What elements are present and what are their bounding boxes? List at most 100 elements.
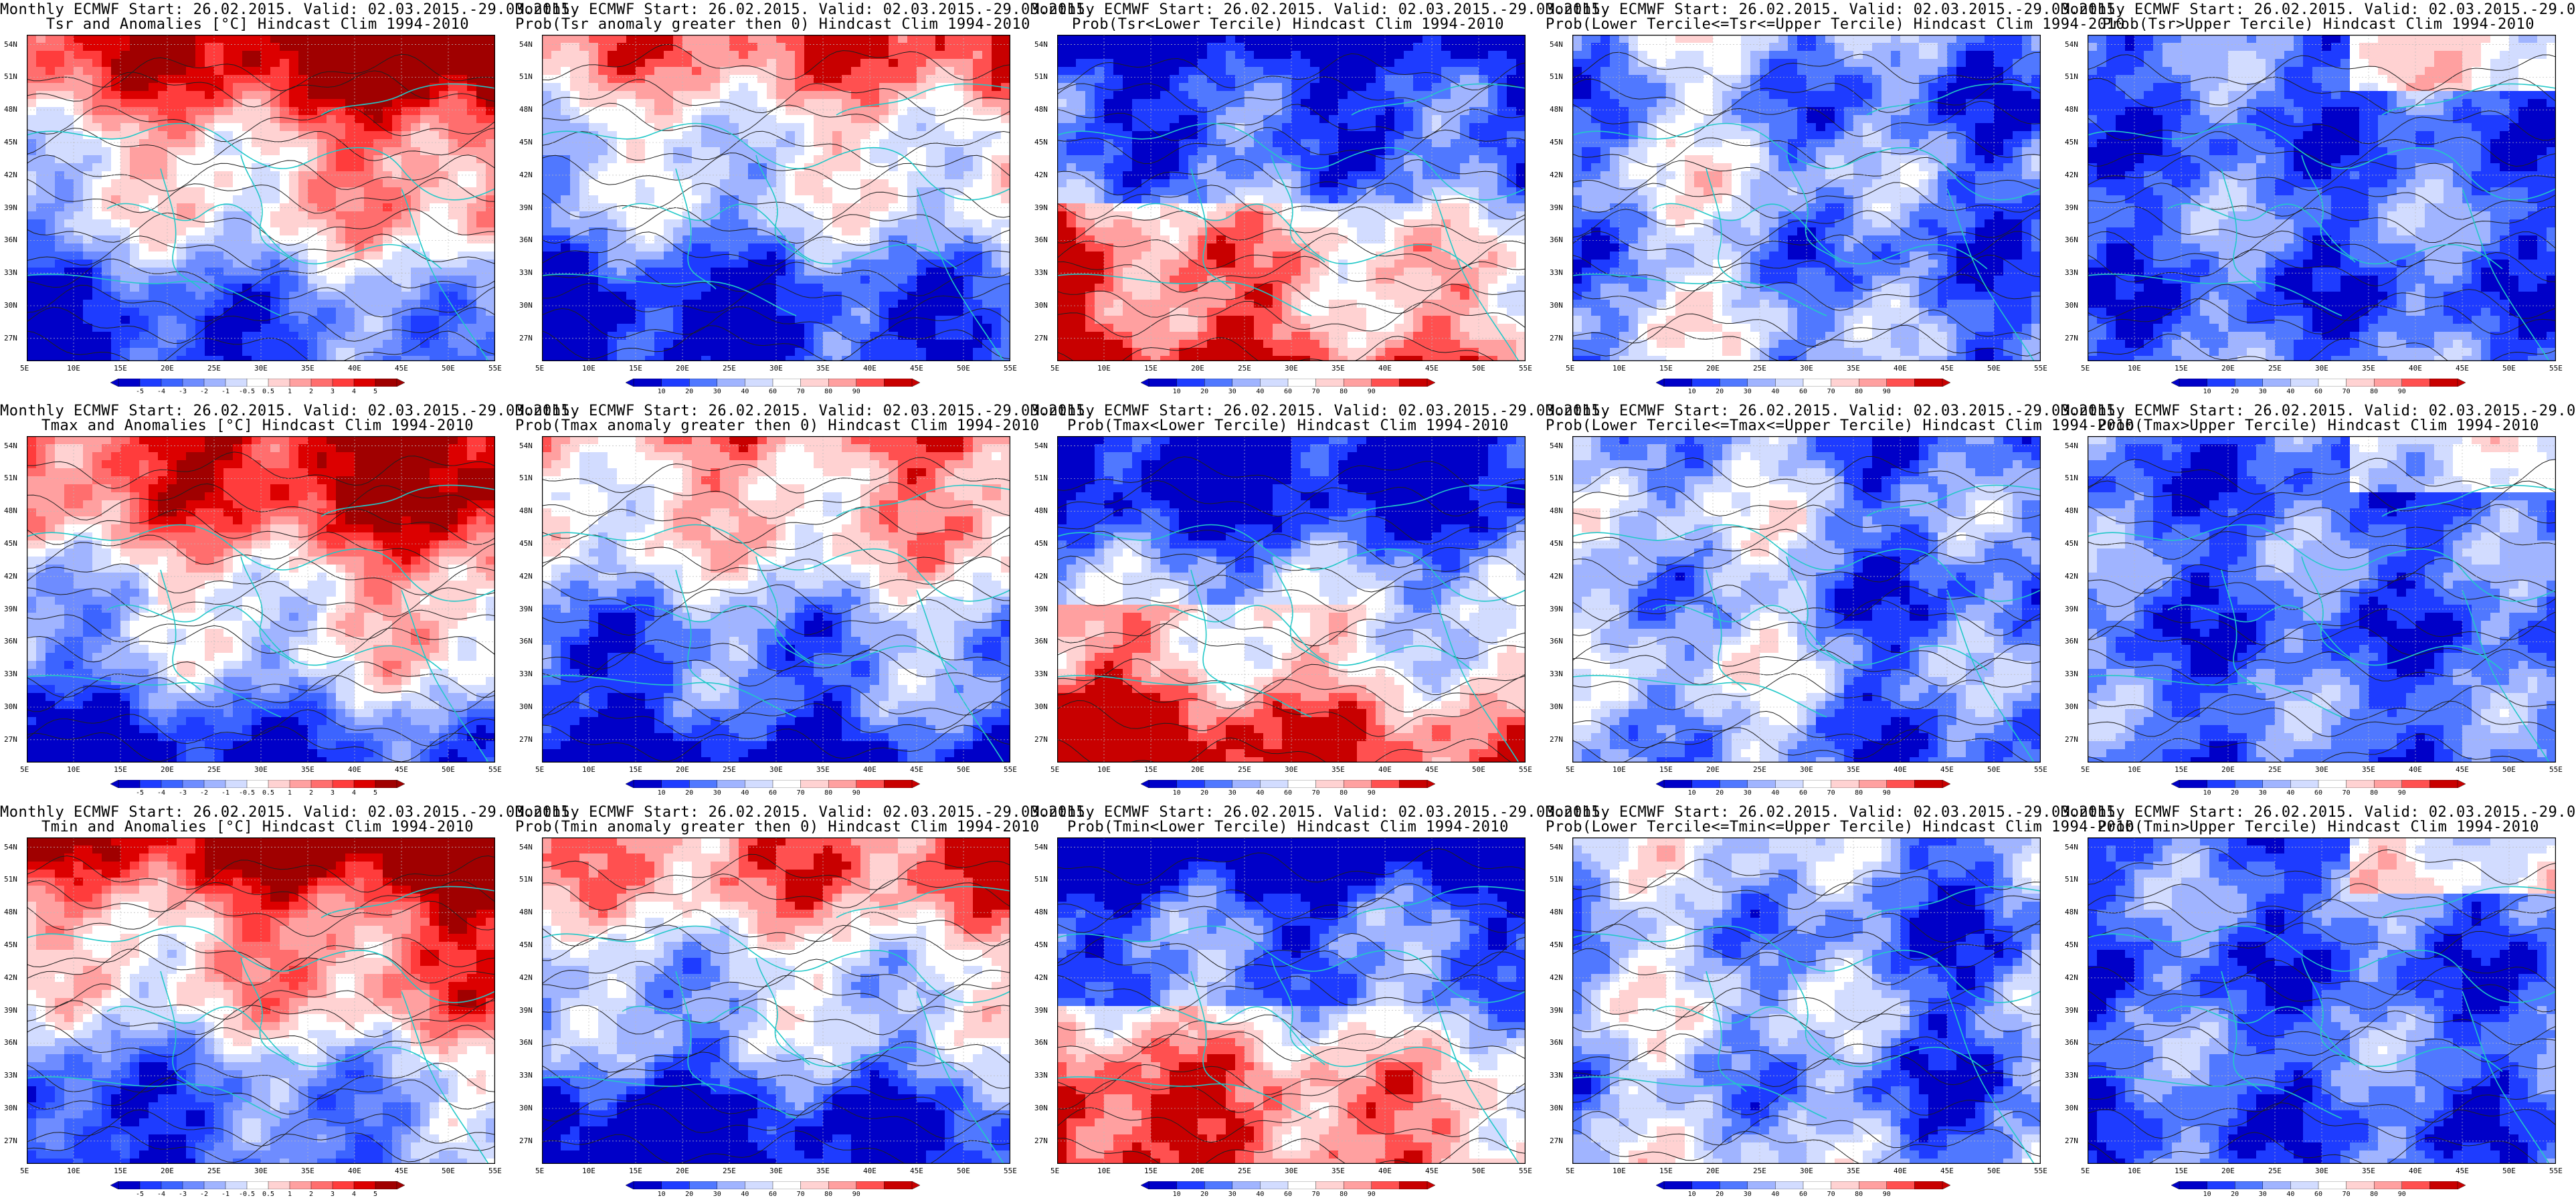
coastline <box>2088 83 2556 361</box>
lat-label: 27N <box>1550 334 1563 342</box>
lat-label: 30N <box>1034 1104 1048 1112</box>
colorbar-swatch <box>772 1181 802 1189</box>
colorbar-tick-label: 90 <box>2398 1191 2406 1198</box>
colorbar-swatch <box>688 379 718 387</box>
colorbar-tick-label: 20 <box>2231 388 2239 395</box>
lon-label: 20E <box>2221 765 2235 774</box>
lon-label: 25E <box>723 1167 736 1175</box>
colorbar-tick-label: -1 <box>221 789 229 797</box>
lat-label: 33N <box>1034 268 1048 277</box>
lat-label: 36N <box>2065 1038 2078 1047</box>
colorbar-tick-label: 20 <box>1200 789 1208 797</box>
lat-label: 51N <box>2065 875 2078 884</box>
lat-label: 39N <box>4 1006 17 1015</box>
colorbar-min-arrow <box>2171 1181 2180 1189</box>
lat-label: 51N <box>1034 72 1048 81</box>
colorbar-tick-label: 20 <box>1716 1191 1724 1198</box>
lat-label: 42N <box>519 572 533 581</box>
colorbar-ticks: 10 20 30 40 60 70 80 90 <box>1141 1191 1435 1200</box>
colorbar-min-arrow <box>1656 379 1665 387</box>
lon-label: 40E <box>348 364 361 373</box>
forecast-map <box>1057 436 1526 763</box>
panel-title-variable: Prob(Lower Tercile<=Tmin<=Upper Tercile)… <box>1546 819 2134 836</box>
lat-label: 54N <box>519 843 533 851</box>
lon-label: 25E <box>1238 765 1251 774</box>
lat-label: 39N <box>2065 1006 2078 1015</box>
lat-label: 33N <box>2065 1071 2078 1080</box>
lon-label: 30E <box>1285 364 1298 373</box>
colorbar-swatch <box>310 379 333 387</box>
shaded-field <box>27 837 495 1164</box>
lat-label: 33N <box>1034 1071 1048 1080</box>
graticule <box>542 837 1010 1164</box>
colorbar-swatch <box>2262 780 2292 788</box>
lon-label: 40E <box>2409 1167 2422 1175</box>
lat-label: 45N <box>2065 539 2078 548</box>
colorbar-swatch <box>203 1181 226 1189</box>
colorbar-tick-label: 2 <box>309 388 313 395</box>
colorbar-tick-label: 3 <box>331 789 335 797</box>
colorbar-swatch <box>661 1181 690 1189</box>
lon-label: 45E <box>1425 765 1439 774</box>
lon-label: 30E <box>2315 1167 2328 1175</box>
panel-title-header: Monthly ECMWF Start: 26.02.2015. Valid: … <box>1030 804 1609 821</box>
lon-label: 45E <box>1940 765 1954 774</box>
colorbar-swatch <box>118 379 141 387</box>
graticule <box>27 837 495 1164</box>
lat-label: 45N <box>1034 138 1048 146</box>
map-frame <box>1057 436 1526 763</box>
lon-label: 5E <box>1050 364 1059 373</box>
colorbar-swatch <box>1287 780 1317 788</box>
lon-label: 50E <box>442 364 455 373</box>
lon-label: 5E <box>535 364 544 373</box>
lon-label: 50E <box>957 1167 970 1175</box>
colorbar-tick-label: -2 <box>200 789 208 797</box>
lon-label: 45E <box>910 1167 923 1175</box>
lat-label: 36N <box>519 235 533 244</box>
colorbar-tick-label: 70 <box>1312 1191 1320 1198</box>
lon-label: 50E <box>1472 1167 1485 1175</box>
lon-label: 20E <box>161 765 174 774</box>
lon-label: 5E <box>2081 364 2090 373</box>
colorbar-tick-label: 90 <box>852 388 860 395</box>
map-frame <box>1057 837 1526 1164</box>
colorbar <box>110 780 405 788</box>
lon-label: 55E <box>488 364 502 373</box>
colorbar-min-arrow <box>626 379 634 387</box>
colorbar-tick-label: -5 <box>136 789 144 797</box>
colorbar-swatch <box>688 780 718 788</box>
colorbar-ticks: 10 20 30 40 60 70 80 90 <box>2171 789 2466 799</box>
colorbar-swatch <box>289 379 312 387</box>
lat-label: 54N <box>1550 441 1563 450</box>
lat-label: 33N <box>1550 1071 1563 1080</box>
colorbar-tick-label: 3 <box>331 388 335 395</box>
lon-label: 45E <box>1425 364 1439 373</box>
lat-label: 54N <box>1550 843 1563 851</box>
colorbar-swatch <box>800 1181 829 1189</box>
colorbar-tick-label: 60 <box>1799 789 1807 797</box>
lat-label: 54N <box>519 441 533 450</box>
colorbar-tick-label: 30 <box>1228 388 1236 395</box>
lon-label: 50E <box>1987 364 2001 373</box>
colorbar <box>2171 1181 2466 1189</box>
colorbar-tick-label: 3 <box>331 1191 335 1198</box>
colorbar-tick-label: 10 <box>1688 388 1696 395</box>
map-frame <box>1572 35 2041 361</box>
lon-label: 35E <box>1847 1167 1860 1175</box>
colorbar-swatch <box>2290 379 2319 387</box>
contour-lines <box>542 43 1010 361</box>
lat-label: 39N <box>4 203 17 212</box>
colorbar-tick-label: 4 <box>352 388 356 395</box>
panel-title-variable: Prob(Tmin>Upper Tercile) Hindcast Clim 1… <box>2061 819 2576 836</box>
colorbar-tick-label: 30 <box>713 388 721 395</box>
colorbar-max-arrow <box>911 780 920 788</box>
forecast-map <box>27 837 495 1164</box>
colorbar-tick-label: 2 <box>309 1191 313 1198</box>
colorbar-tick-label: 70 <box>2342 388 2351 395</box>
colorbar-swatch <box>182 1181 205 1189</box>
colorbar-swatch <box>1831 379 1859 387</box>
lat-label: 54N <box>4 40 17 49</box>
colorbar-swatch <box>745 780 773 788</box>
colorbar-swatch <box>1371 1181 1400 1189</box>
forecast-map <box>542 35 1010 361</box>
